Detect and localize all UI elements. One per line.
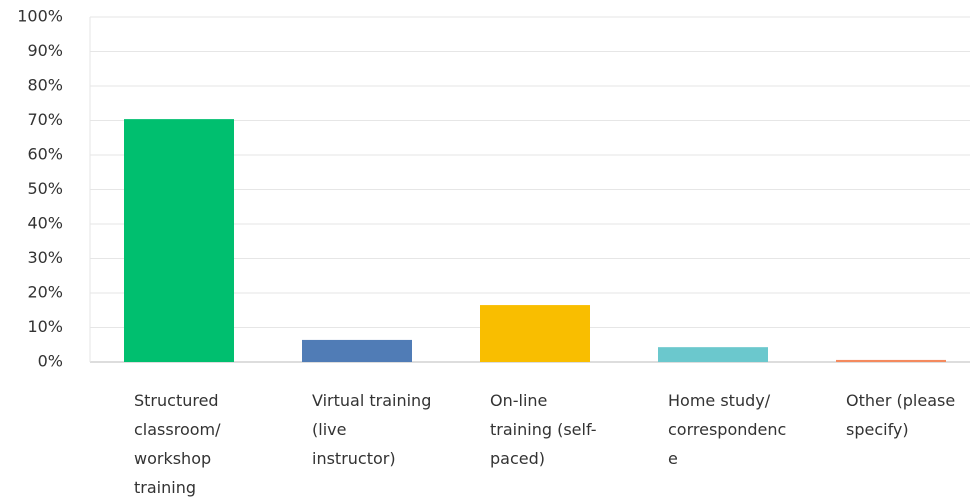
bar: [480, 305, 590, 362]
y-tick-label: 100%: [17, 7, 63, 26]
bar: [124, 119, 234, 363]
y-tick-label: 30%: [27, 248, 63, 267]
y-tick-label: 20%: [27, 283, 63, 302]
y-tick-label: 60%: [27, 145, 63, 164]
y-tick-label: 0%: [38, 352, 63, 371]
y-tick-label: 10%: [27, 317, 63, 336]
y-tick-label: 50%: [27, 179, 63, 198]
x-tick-label: Virtual training (live instructor): [312, 391, 432, 468]
y-tick-label: 40%: [27, 214, 63, 233]
bar: [836, 359, 946, 362]
x-tick-label: Structured classroom/ workshop training: [134, 391, 221, 497]
y-tick-label: 70%: [27, 110, 63, 129]
y-tick-label: 90%: [27, 41, 63, 60]
x-tick-label: Home study/ correspondence: [668, 391, 787, 468]
bar: [658, 347, 768, 362]
y-tick-label: 80%: [27, 76, 63, 95]
x-tick-label: On-line training (self-paced): [490, 391, 597, 468]
x-tick-label: Other (please specify): [846, 391, 956, 439]
bar: [302, 339, 412, 362]
